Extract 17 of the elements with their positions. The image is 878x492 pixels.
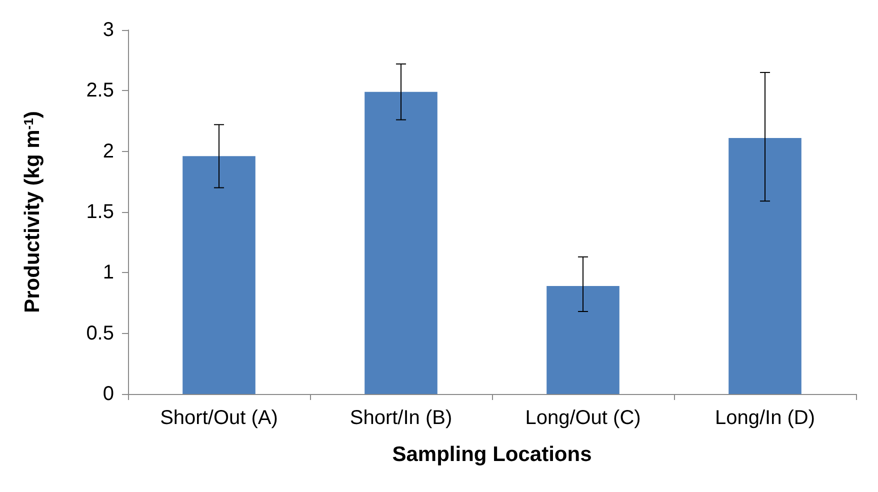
x-tick-label: Short/Out (A) (160, 407, 278, 429)
y-tick-label: 0.5 (86, 322, 114, 344)
x-tick-label: Short/In (B) (350, 407, 452, 429)
bar (546, 286, 620, 394)
y-tick-label: 0 (102, 383, 114, 405)
y-tick-label: 2.5 (86, 80, 114, 102)
bar (364, 92, 438, 394)
y-tick-label: 3 (102, 19, 114, 41)
x-axis-title: Sampling Locations (392, 443, 592, 466)
y-tick-label: 2 (102, 140, 114, 162)
bar (728, 138, 802, 394)
x-tick-label: Long/In (D) (714, 407, 816, 429)
y-tick-label: 1 (102, 262, 114, 284)
y-axis-title: Productivity (kg m-1) (21, 111, 44, 313)
bar (182, 156, 256, 394)
x-tick-label: Long/Out (C) (525, 407, 641, 429)
y-tick-label: 1.5 (86, 201, 114, 223)
